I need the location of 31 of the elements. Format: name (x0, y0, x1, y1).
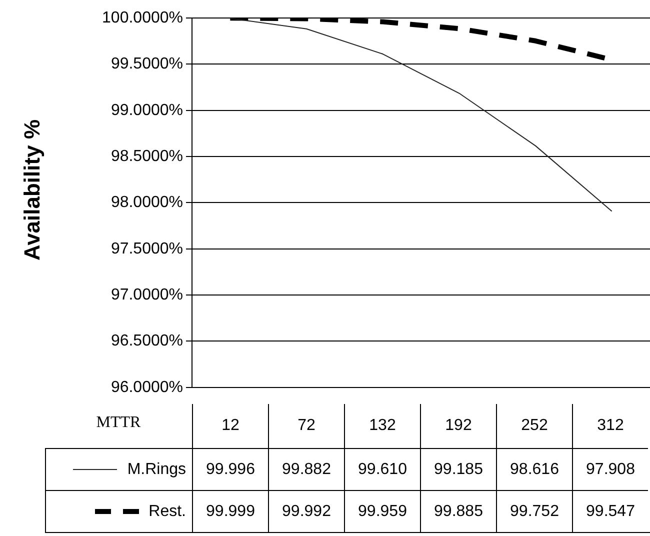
data-label: 99.752 (496, 490, 572, 532)
legend-label: Rest. (148, 502, 186, 520)
x-tick-label: 312 (572, 404, 648, 448)
data-label: 97.908 (572, 448, 648, 490)
data-label: 99.999 (192, 490, 268, 532)
data-label: 99.610 (344, 448, 420, 490)
y-tick-label: 96.0000% (110, 378, 183, 396)
x-tick-label: 12 (192, 404, 268, 448)
y-axis-title: Availability % (19, 119, 45, 261)
y-tick-label: 99.5000% (110, 56, 183, 73)
data-label: 99.185 (420, 448, 496, 490)
data-label: 99.547 (572, 490, 648, 532)
x-tick-label: 252 (496, 404, 572, 448)
data-label: 99.959 (344, 490, 420, 532)
legend-label: M.Rings (127, 460, 186, 478)
data-label: 99.992 (268, 490, 344, 532)
data-label: 99.882 (268, 448, 344, 490)
data-label: 98.616 (496, 448, 572, 490)
y-tick-label: 98.5000% (110, 148, 183, 165)
y-tick-label: 97.0000% (110, 286, 183, 304)
y-tick-label: 100.0000% (102, 9, 183, 26)
x-tick-label: 192 (420, 404, 496, 448)
data-label: 99.996 (192, 448, 268, 490)
data-label: 99.885 (420, 490, 496, 532)
x-tick-label: 132 (344, 404, 420, 448)
y-tick-label: 96.5000% (110, 332, 183, 350)
y-tick-label: 98.0000% (110, 194, 183, 212)
y-tick-label: 99.0000% (110, 102, 183, 119)
y-tick-label: 97.5000% (110, 240, 183, 258)
x-tick-label: 72 (268, 404, 344, 448)
x-axis-title: MTTR (95, 413, 142, 433)
